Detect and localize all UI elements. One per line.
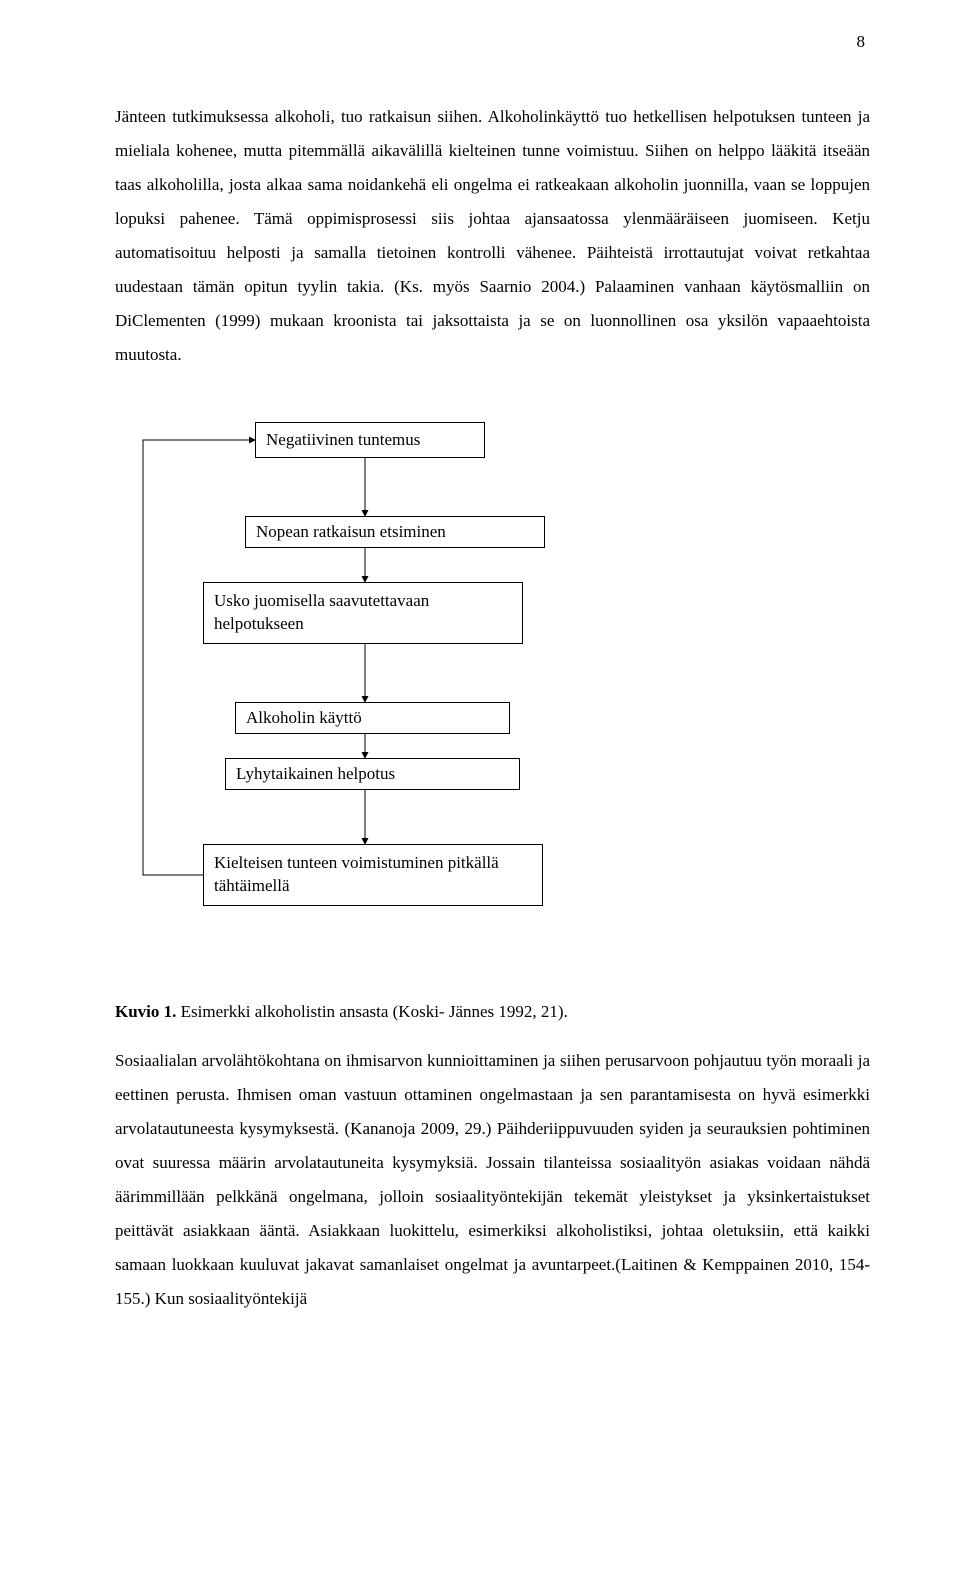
figure-caption-label: Kuvio 1. [115,1002,176,1021]
flowchart-node: Kielteisen tunteen voimistuminen pitkäll… [203,844,543,906]
page: 8 Jänteen tutkimuksessa alkoholi, tuo ra… [0,0,960,1575]
flowchart-node: Alkoholin käyttö [235,702,510,734]
flowchart-node: Usko juomisella saavutettavaan helpotuks… [203,582,523,644]
figure-caption: Kuvio 1. Esimerkki alkoholistin ansasta … [115,1002,870,1022]
figure-caption-text: Esimerkki alkoholistin ansasta (Koski- J… [176,1002,567,1021]
flowchart-node: Lyhytaikainen helpotus [225,758,520,790]
flowchart-node: Negatiivinen tuntemus [255,422,485,458]
paragraph-2: Sosiaalialan arvolähtökohtana on ihmisar… [115,1044,870,1316]
paragraph-1: Jänteen tutkimuksessa alkoholi, tuo ratk… [115,100,870,372]
flowchart-node: Nopean ratkaisun etsiminen [245,516,545,548]
page-number: 8 [857,32,866,52]
flowchart: Negatiivinen tuntemus Nopean ratkaisun et… [115,412,870,972]
